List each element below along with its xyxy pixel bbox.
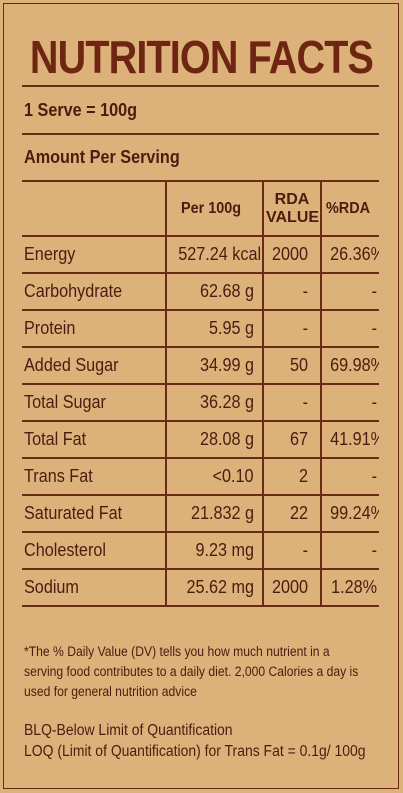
per100g-value: <0.10 xyxy=(165,457,263,496)
nutrient-name: Energy xyxy=(22,235,166,274)
label-border xyxy=(3,3,399,789)
per100g-value: 21.832 g xyxy=(165,494,263,533)
rda-value: 2000 xyxy=(262,235,321,274)
pct-rda-value: 41.91% xyxy=(320,420,379,459)
daily-value-footnote: *The % Daily Value (DV) tells you how mu… xyxy=(24,644,359,699)
per100g-value: 527.24 kcal xyxy=(165,235,263,274)
rda-value: 2 xyxy=(262,457,321,496)
nutrient-name: Total Fat xyxy=(22,420,166,459)
quantification-notes: BLQ-Below Limit of Quantification LOQ (L… xyxy=(24,720,375,762)
amount-per-serving: Amount Per Serving xyxy=(24,147,180,167)
per100g-value: 9.23 mg xyxy=(165,531,263,570)
rda-value: - xyxy=(262,383,321,422)
loq-note: LOQ (Limit of Quantification) for Trans … xyxy=(24,743,366,760)
pct-rda-value: - xyxy=(320,309,379,348)
rda-value: - xyxy=(262,272,321,311)
nutrient-name: Added Sugar xyxy=(22,346,166,385)
pct-rda-value: - xyxy=(320,457,379,496)
rda-value: - xyxy=(262,531,321,570)
pct-rda-value: - xyxy=(320,383,379,422)
table-row: Protein 5.95 g-- xyxy=(22,309,379,348)
table-row: Sodium 25.62 mg 2000 1.28% xyxy=(22,568,379,607)
pct-rda-value: 69.98% xyxy=(320,346,379,385)
pct-rda-value: 1.28% xyxy=(320,568,379,607)
per100g-value: 62.68 g xyxy=(165,272,263,311)
table-row: Trans Fat <0.10 2- xyxy=(22,457,379,496)
table-header-row: Per 100g RDA VALUE %RDA xyxy=(22,180,379,237)
table-row: Cholesterol 9.23 mg - - xyxy=(22,531,379,570)
table-row: Total Sugar 36.28 g-- xyxy=(22,383,379,422)
pct-rda-value: 99.24% xyxy=(320,494,379,533)
serve-size: 1 Serve = 100g xyxy=(24,100,138,120)
per100g-value: 5.95 g xyxy=(165,309,263,348)
title-rule xyxy=(22,85,379,87)
pct-rda-value: 26.36% xyxy=(320,235,379,274)
rda-value: 50 xyxy=(262,346,321,385)
per100g-value: 36.28 g xyxy=(165,383,263,422)
pct-rda-value: - xyxy=(320,531,379,570)
per100g-value: 34.99 g xyxy=(165,346,263,385)
rda-value: 67 xyxy=(262,420,321,459)
nutrient-header xyxy=(22,180,166,237)
per100g-value: 25.62 mg xyxy=(165,568,263,607)
nutrient-name: Saturated Fat xyxy=(22,494,166,533)
nutrient-name: Carbohydrate xyxy=(22,272,166,311)
pct-rda-value: - xyxy=(320,272,379,311)
nutrient-name: Total Sugar xyxy=(22,383,166,422)
nutrient-name: Trans Fat xyxy=(22,457,166,496)
serve-rule xyxy=(22,133,379,135)
nutrient-name: Sodium xyxy=(22,568,166,607)
per100g-value: 28.08 g xyxy=(165,420,263,459)
per100g-header: Per 100g xyxy=(165,180,263,237)
pct-rda-header: %RDA xyxy=(320,180,379,237)
table-row: Carbohydrate 62.68 g-- xyxy=(22,272,379,311)
nutrient-name: Cholesterol xyxy=(22,531,166,570)
rda-value: - xyxy=(262,309,321,348)
rda-value: 22 xyxy=(262,494,321,533)
nutrition-title: NUTRITION FACTS xyxy=(29,31,374,83)
nutrient-name: Protein xyxy=(22,309,166,348)
rda-value-header: RDA VALUE xyxy=(262,180,321,237)
nutrition-table: Per 100g RDA VALUE %RDA Energy 527.24 kcal… xyxy=(22,180,379,607)
blq-note: BLQ-Below Limit of Quantification xyxy=(24,722,233,739)
rda-value: 2000 xyxy=(262,568,321,607)
